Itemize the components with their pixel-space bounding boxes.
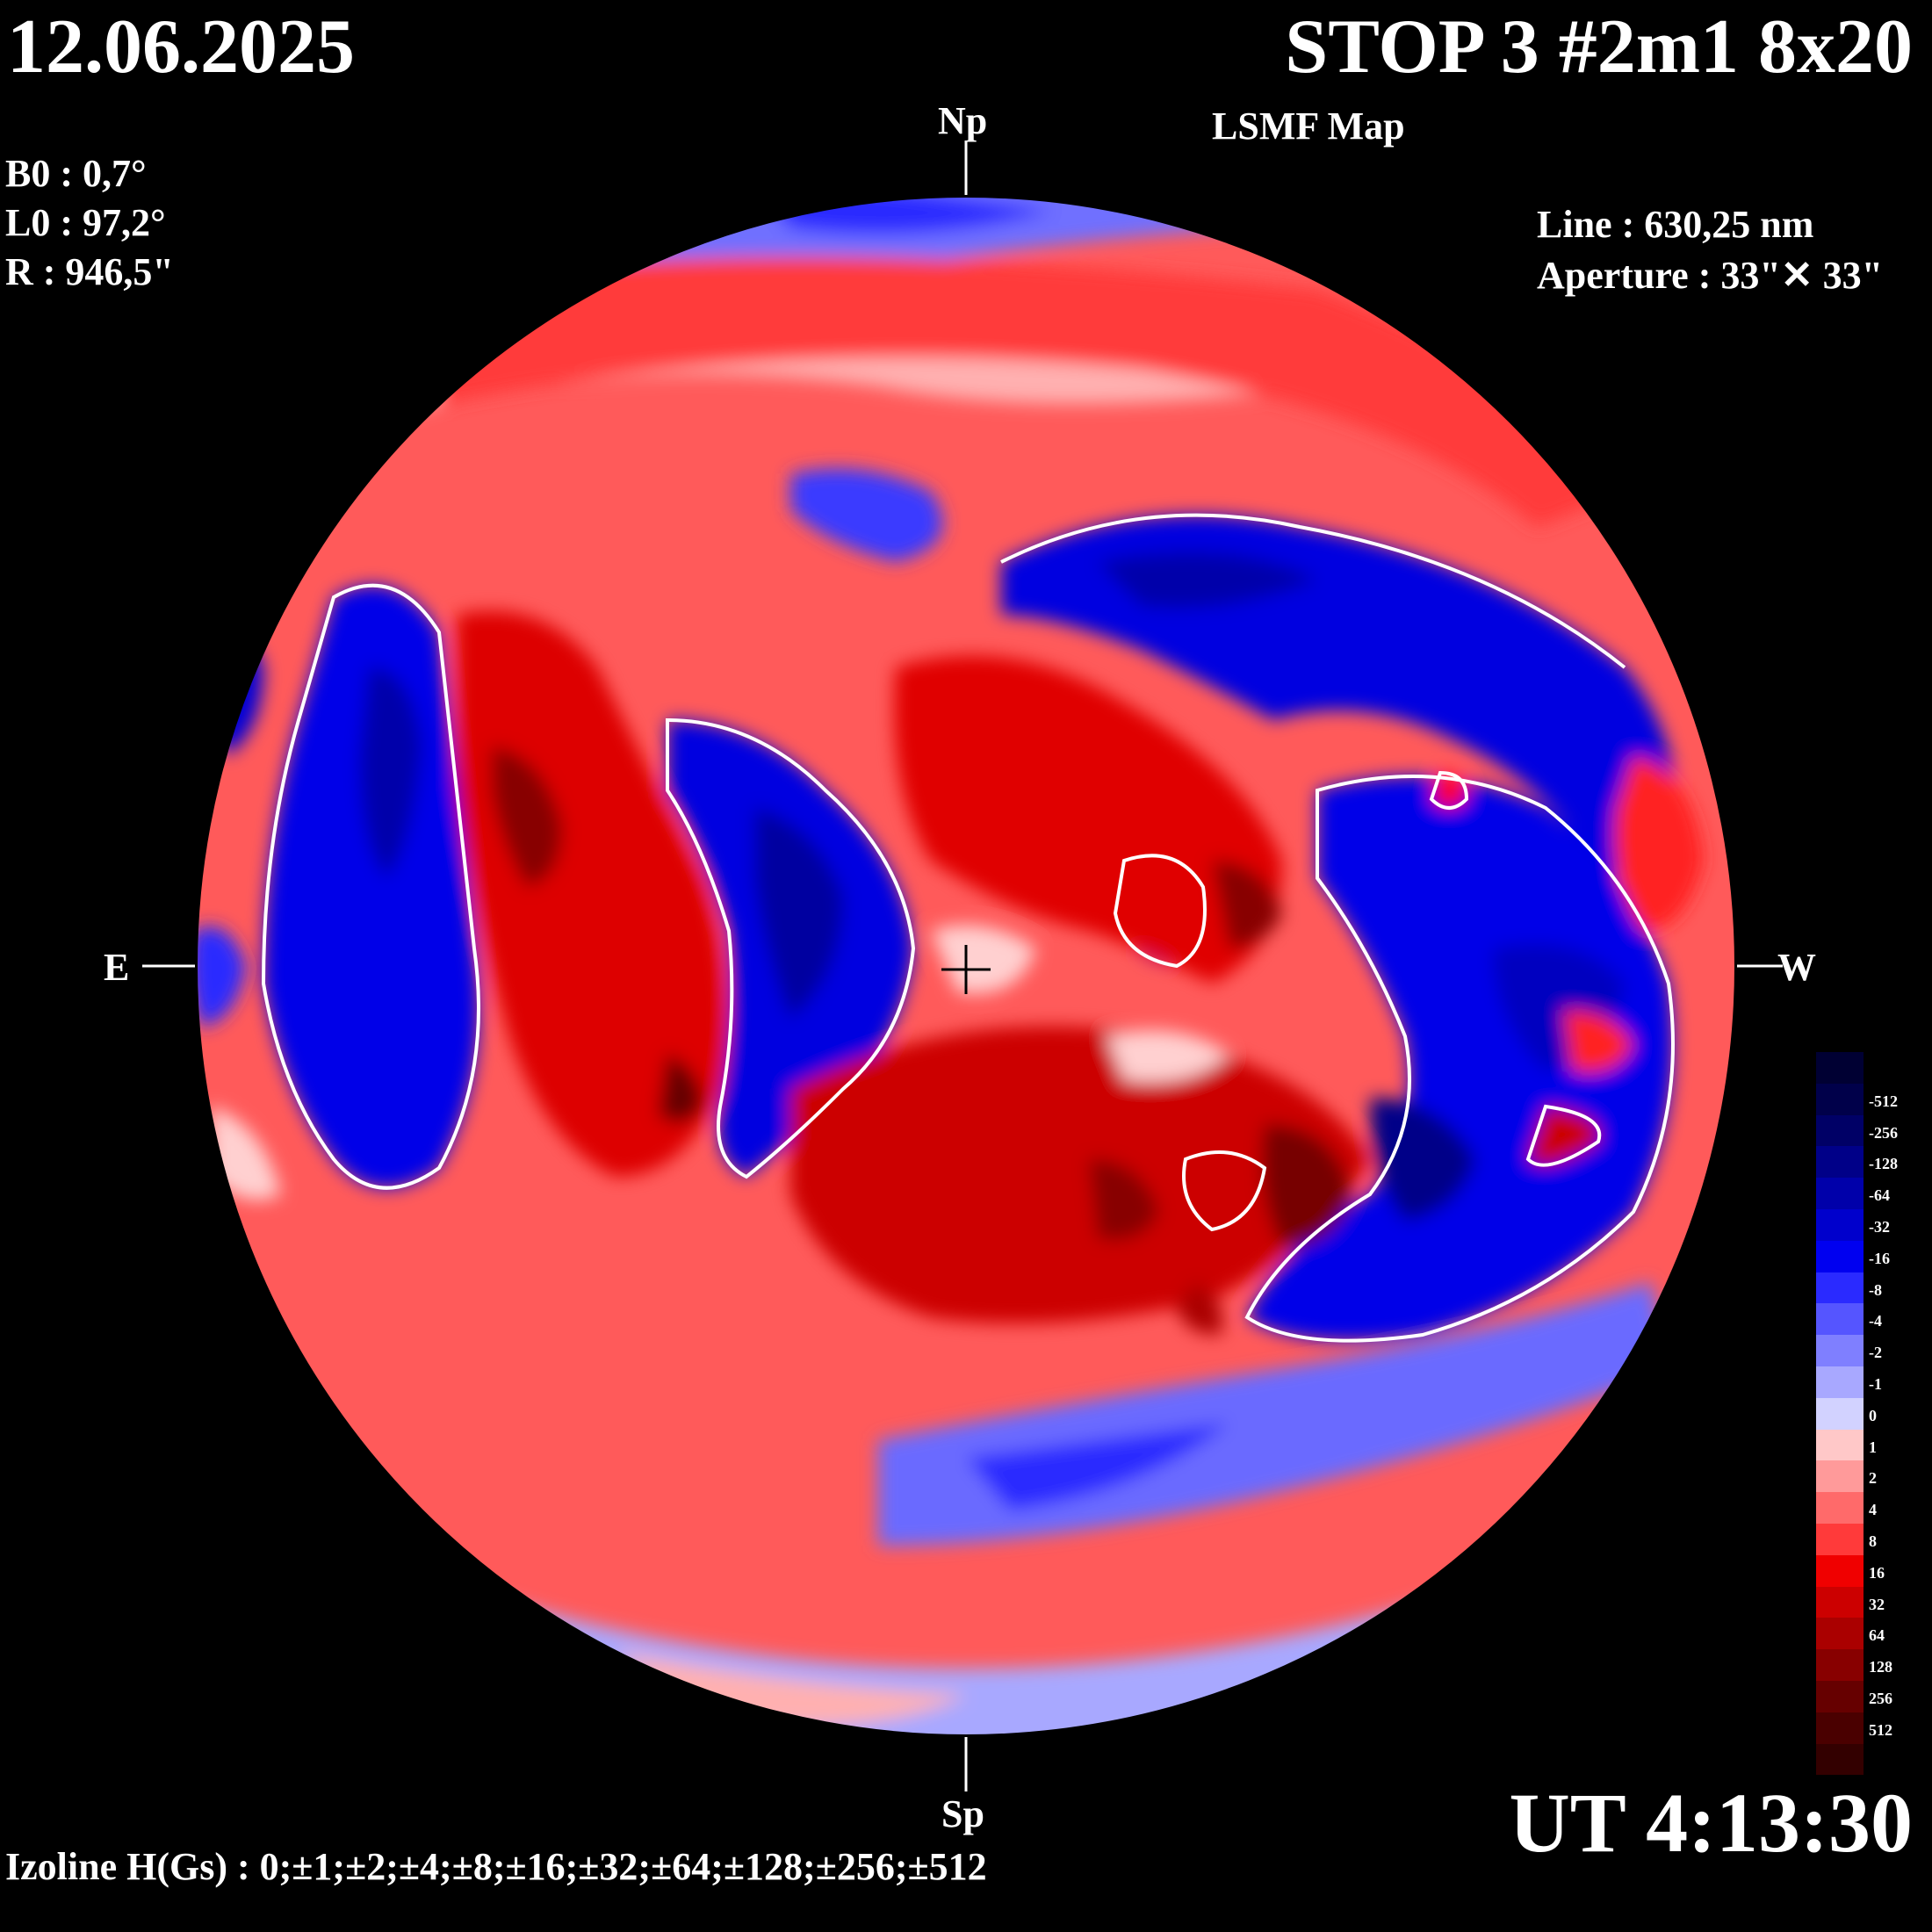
color-scale-legend: -512 -256 -128 -64 -32 -16 -8 -4 -2 -1 0 1 2 4 8 16 32 64… [1816,1052,1898,1776]
legend-swatch: -64 [1816,1178,1890,1209]
aperture: Aperture : 33"✕ 33" [1537,254,1884,297]
spectral-line: Line : 630,25 nm [1537,203,1814,246]
legend-swatch: -256 [1816,1114,1898,1147]
north-pole-label: Np [938,99,988,142]
legend-label: 256 [1869,1689,1892,1707]
legend-swatch: -1 [1816,1366,1882,1398]
legend-swatch: -8 [1816,1272,1882,1304]
param-l0: L0 : 97,2° [5,201,166,244]
legend-swatch: 16 [1816,1554,1885,1587]
legend-label: -32 [1869,1217,1890,1236]
legend-swatch: -2 [1816,1335,1882,1366]
isoline-levels: Izoline H(Gs) : 0;±1;±2;±4;±8;±16;±32;±6… [5,1845,987,1888]
legend-label: 4 [1869,1501,1877,1519]
legend-swatch: 128 [1816,1649,1892,1681]
legend-swatch: 32 [1816,1586,1885,1618]
legend-swatch: 256 [1816,1680,1892,1712]
legend-swatch: -16 [1816,1240,1890,1272]
legend-label: -4 [1869,1312,1882,1330]
legend-swatch: 4 [1816,1492,1877,1524]
legend-label: 64 [1869,1626,1885,1645]
legend-label: 16 [1869,1563,1885,1582]
legend-label: -256 [1869,1123,1898,1142]
legend-swatch: -4 [1816,1303,1882,1336]
legend-swatch: 512 [1816,1712,1892,1744]
legend-label: -512 [1869,1092,1898,1110]
legend-label: 32 [1869,1595,1885,1613]
map-title: STOP 3 #2m1 8x20 [1285,4,1913,90]
legend-swatch: -128 [1816,1146,1898,1179]
legend-label: -8 [1869,1280,1882,1299]
south-pole-label: Sp [941,1792,984,1835]
legend-swatch: -32 [1816,1208,1890,1241]
solar-disk [197,197,1735,1735]
legend-swatch: 1 [1816,1429,1877,1461]
legend-label: 128 [1869,1658,1892,1676]
legend-swatch [1816,1052,1864,1084]
legend-swatch [1816,1743,1864,1776]
legend-label: 512 [1869,1720,1892,1739]
legend-label: 0 [1869,1406,1877,1424]
legend-label: 2 [1869,1469,1877,1488]
legend-swatch: -512 [1816,1083,1898,1115]
legend-label: -128 [1869,1155,1898,1173]
legend-swatch: 0 [1816,1397,1877,1430]
legend-swatch: 64 [1816,1618,1885,1650]
universal-time: UT 4:13:30 [1509,1776,1913,1870]
map-subtitle: LSMF Map [1212,105,1405,148]
legend-label: -64 [1869,1186,1890,1205]
legend-label: -16 [1869,1249,1890,1267]
legend-swatch: 2 [1816,1460,1877,1493]
legend-swatch: 8 [1816,1523,1877,1555]
legend-label: -1 [1869,1374,1882,1393]
west-label: W [1777,946,1816,989]
param-b0: B0 : 0,7° [5,152,147,195]
east-label: E [104,946,130,989]
param-radius: R : 946,5" [5,250,174,293]
legend-label: 1 [1869,1438,1877,1456]
legend-label: -2 [1869,1344,1882,1362]
legend-label: 8 [1869,1532,1877,1550]
disk-center-cross [941,945,991,994]
observation-date: 12.06.2025 [7,4,355,90]
